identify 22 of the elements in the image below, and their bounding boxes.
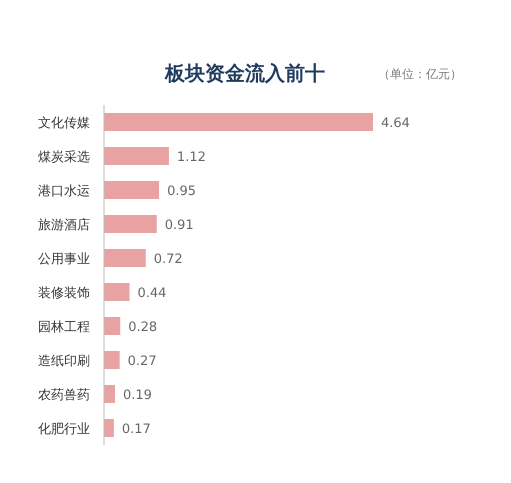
- data-label: 0.72: [154, 252, 183, 267]
- data-label: 0.19: [123, 388, 152, 403]
- category-label: 农药兽药: [38, 388, 90, 403]
- category-label: 公用事业: [38, 252, 90, 267]
- data-label: 0.91: [164, 218, 194, 233]
- category-label: 旅游酒店: [38, 218, 90, 233]
- category-label: 造纸印刷: [38, 354, 90, 369]
- data-label: 0.44: [138, 286, 166, 301]
- data-label: 0.95: [167, 184, 196, 199]
- category-label: 煤炭采选: [38, 150, 90, 165]
- category-label: 港口水运: [38, 184, 90, 199]
- category-label: 装修装饰: [38, 286, 90, 301]
- subtitle: （单位：亿元）: [378, 67, 462, 81]
- category-label: 园林工程: [38, 320, 90, 335]
- data-label: 1.12: [176, 150, 206, 165]
- data-label: 0.27: [128, 354, 157, 369]
- title: 板块资金流入前十: [165, 61, 325, 85]
- data-label: 4.64: [381, 116, 410, 131]
- category-label: 化肥行业: [38, 422, 90, 437]
- category-label: 文化传媒: [38, 116, 90, 131]
- data-label: 0.17: [122, 422, 151, 437]
- data-label: 0.28: [128, 320, 158, 335]
